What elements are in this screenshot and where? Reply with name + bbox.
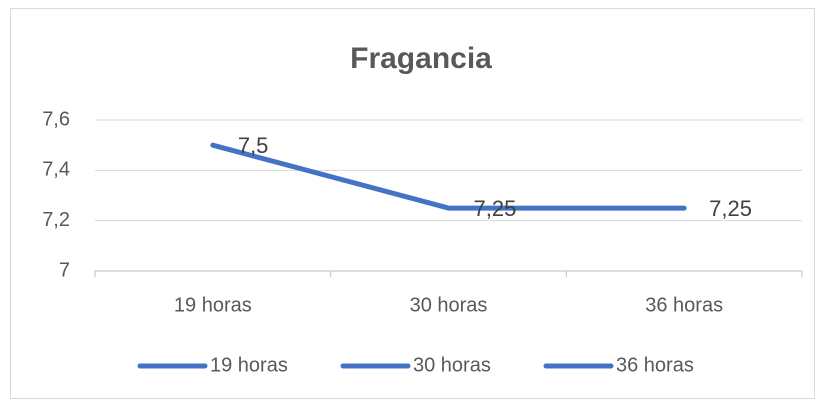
legend-label: 19 horas	[210, 354, 288, 376]
x-tick-label: 19 horas	[174, 294, 252, 316]
data-label: 7,25	[709, 196, 752, 221]
legend-label: 30 horas	[413, 354, 491, 376]
data-label: 7,5	[238, 133, 269, 158]
y-tick-label: 7,6	[42, 108, 70, 130]
chart-border	[10, 8, 815, 399]
data-line	[210, 142, 687, 211]
x-tick-label: 30 horas	[410, 294, 488, 316]
y-tick-label: 7,4	[42, 159, 70, 181]
chart-title: Fragancia	[350, 42, 492, 75]
y-tick-label: 7	[59, 259, 70, 281]
y-tick-label: 7,2	[42, 209, 70, 231]
legend-label: 36 horas	[616, 354, 694, 376]
data-label: 7,25	[474, 196, 517, 221]
x-tick-label: 36 horas	[645, 294, 723, 316]
